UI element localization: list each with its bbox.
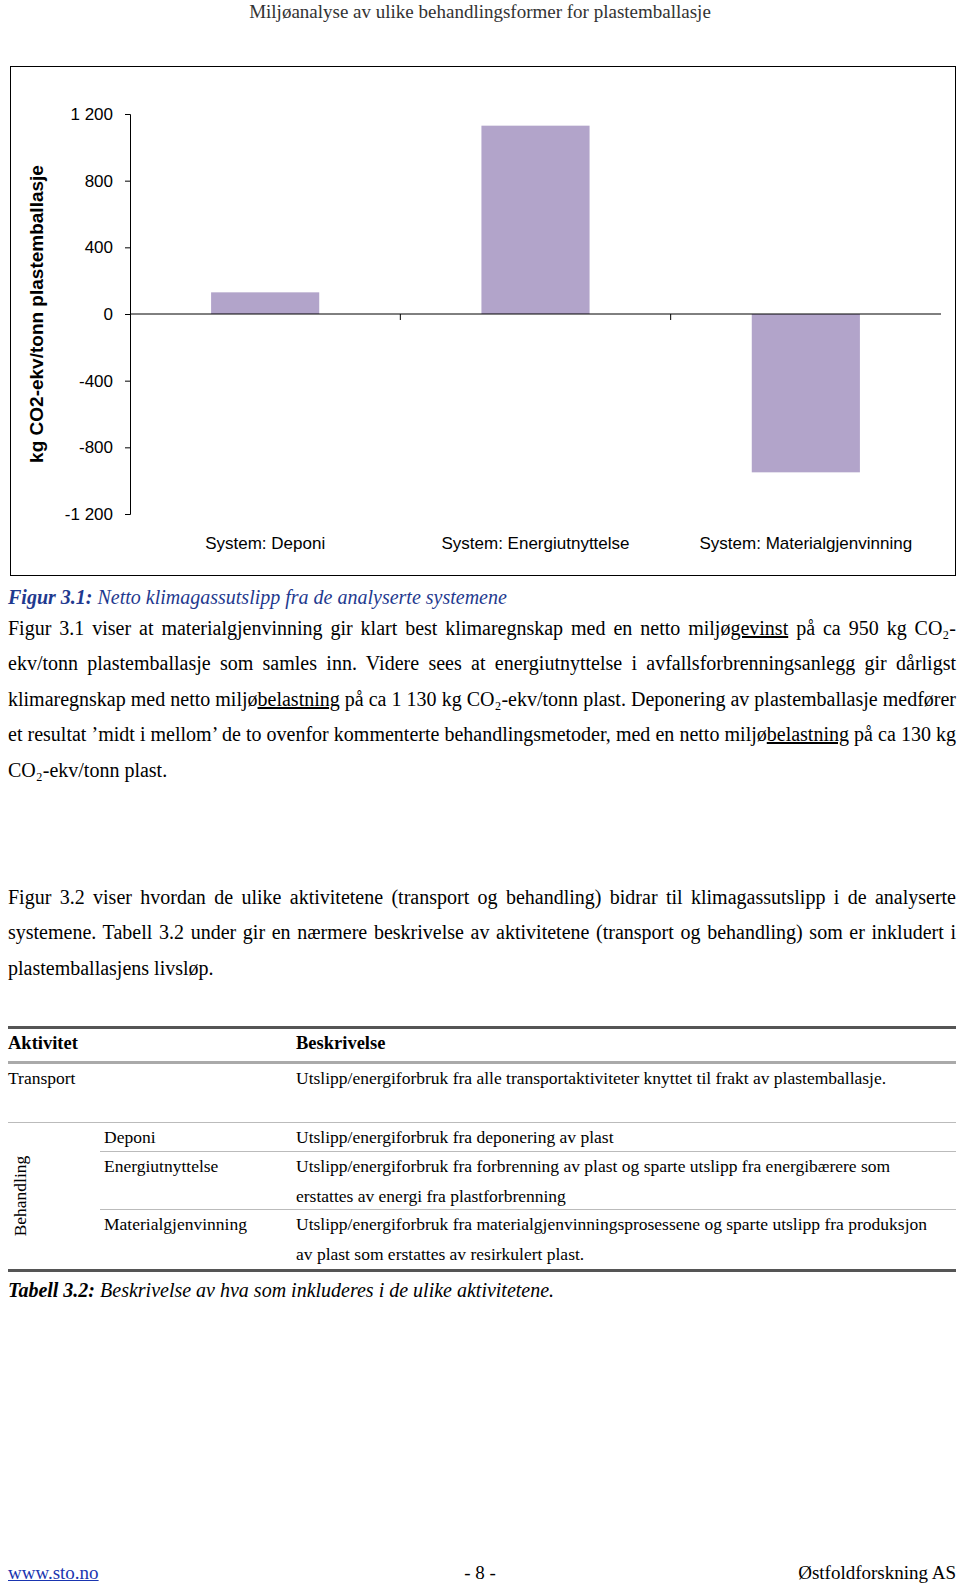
caption-text: Netto klimagassutslipp fra de analyserte…: [92, 586, 506, 608]
table-cell: Energiutnyttelse: [104, 1152, 218, 1182]
y-tick-label: 0: [104, 305, 113, 324]
y-tick-label: 800: [85, 172, 113, 191]
table-cell: Utslipp/energiforbruk fra forbrenning av…: [296, 1152, 946, 1211]
caption-label: Tabell 3.2:: [8, 1279, 95, 1301]
y-tick-label: 1 200: [70, 105, 113, 124]
y-tick-mark: [125, 381, 130, 382]
text-run: gevinst: [730, 617, 788, 639]
y-tick: 400: [85, 238, 130, 257]
table-cell: Transport: [8, 1064, 75, 1094]
plot-area: [211, 126, 860, 473]
y-tick: -1 200: [65, 505, 130, 524]
table-group-label: Behandling: [8, 1146, 32, 1246]
y-tick: 800: [85, 172, 130, 191]
y-tick: -800: [79, 438, 130, 457]
text-run: belastning: [258, 688, 340, 710]
page: Miljøanalyse av ulike behandlingsformer …: [0, 0, 960, 1587]
bar: [481, 126, 589, 314]
y-tick-mark: [125, 514, 130, 515]
y-tick-label: -800: [79, 438, 113, 457]
chart: -1 200 -800 -400 0 400 800 1 200 System: Deponi…: [0, 0, 960, 600]
footer-org: Østfoldforskning AS: [798, 1560, 956, 1586]
footer-link: www.sto.no: [8, 1560, 99, 1586]
bar: [211, 292, 319, 314]
figure-caption: Figur 3.1: Netto klimagassutslipp fra de…: [8, 584, 507, 610]
bar: [752, 314, 860, 472]
page-header: Miljøanalyse av ulike behandlingsformer …: [0, 0, 960, 24]
table-cell: Utslipp/energiforbruk fra deponering av …: [296, 1123, 946, 1153]
table-caption: Tabell 3.2: Beskrivelse av hva som inklu…: [8, 1277, 554, 1303]
text-run: belastning: [767, 723, 849, 745]
category-axis-line: [130, 314, 941, 315]
y-tick-mark: [125, 447, 130, 448]
y-tick-mark: [125, 114, 130, 115]
y-tick-label: 400: [85, 238, 113, 257]
y-tick: 1 200: [70, 105, 130, 124]
table-cell: Utslipp/energiforbruk fra materialgjenvi…: [296, 1210, 946, 1269]
category-separator: [400, 314, 401, 320]
y-tick-mark: [125, 247, 130, 248]
x-tick-label: System: Materialgjenvinning: [700, 534, 913, 553]
table-rule: [8, 1026, 956, 1029]
y-tick: 0: [104, 305, 130, 324]
paragraph: Figur 3.1 viser at materialgjenvinning g…: [8, 611, 956, 788]
table-header-cell: Aktivitet: [8, 1030, 78, 1056]
chart-frame: [11, 67, 956, 576]
table-rule: [100, 1209, 956, 1210]
y-tick-label: -400: [79, 372, 113, 391]
y-tick-mark: [125, 181, 130, 182]
y-tick-label: -1 200: [65, 505, 113, 524]
y-axis-title: kg CO2-ekv/tonn plastemballasje: [26, 165, 47, 463]
table-cell: Materialgjenvinning: [104, 1210, 247, 1240]
table-rule: [8, 1269, 956, 1272]
category-separator: [670, 314, 671, 320]
table-rule: [8, 1122, 956, 1123]
y-tick-mark: [125, 314, 130, 315]
text-run: Figur 3.1 viser at materialgjenvinning g…: [8, 617, 730, 639]
text-run: Figur 3.2 viser hvordan de ulike aktivit…: [8, 886, 956, 979]
y-tick: -400: [79, 372, 130, 391]
caption-label: Figur 3.1:: [8, 586, 92, 608]
x-tick-label: System: Deponi: [205, 534, 325, 553]
paragraph: Figur 3.2 viser hvordan de ulike aktivit…: [8, 880, 956, 986]
y-axis-line: [125, 115, 131, 515]
x-tick-label: System: Energiutnyttelse: [441, 534, 629, 553]
caption-text: Beskrivelse av hva som inkluderes i de u…: [95, 1279, 554, 1301]
table-cell: Deponi: [104, 1123, 156, 1153]
table-rule: [8, 1061, 956, 1064]
table-cell: Utslipp/energiforbruk fra alle transport…: [296, 1064, 946, 1094]
table-header-cell: Beskrivelse: [296, 1030, 385, 1056]
y-axis: -1 200 -800 -400 0 400 800 1 200: [65, 105, 131, 524]
table-rule: [100, 1151, 956, 1152]
